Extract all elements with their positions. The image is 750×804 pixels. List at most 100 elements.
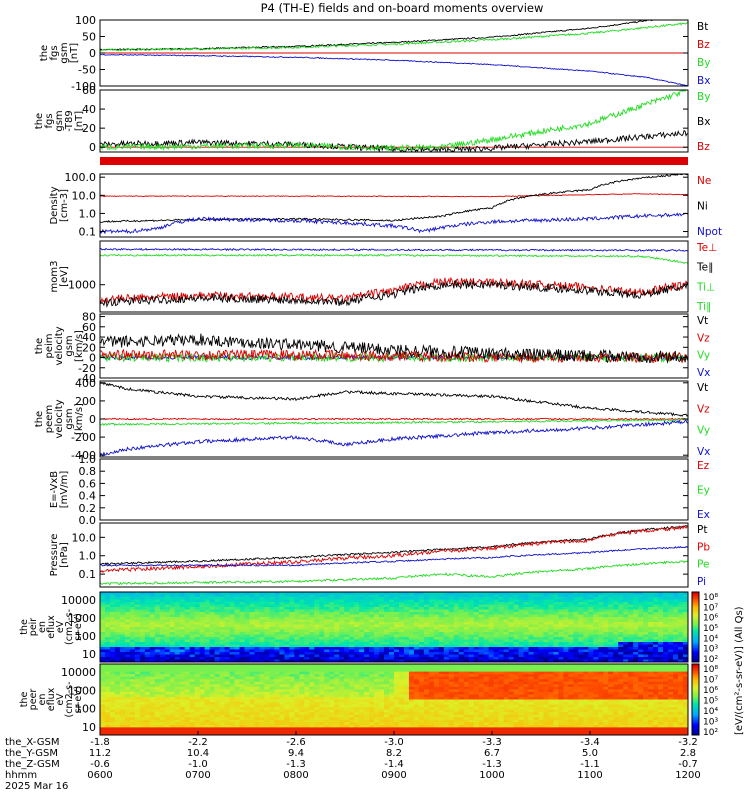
spectro-cell — [225, 620, 230, 623]
spectro-cell — [314, 620, 319, 623]
spectro-cell — [573, 645, 578, 648]
spectro-cell — [279, 657, 284, 660]
spectro-cell — [344, 720, 349, 723]
spectro-cell — [130, 667, 135, 670]
spectro-cell — [349, 712, 354, 715]
spectro-cell — [299, 627, 304, 630]
spectro-cell — [205, 687, 210, 690]
spectro-cell — [484, 600, 489, 603]
spectro-cell — [120, 595, 125, 598]
spectro-cell — [638, 642, 643, 645]
spectro-cell — [653, 645, 658, 648]
spectro-cell — [474, 620, 479, 623]
spectro-cell — [185, 645, 190, 648]
spectro-cell — [384, 627, 389, 630]
spectro-cell — [120, 635, 125, 638]
spectro-cell — [105, 672, 110, 675]
spectro-cell — [170, 647, 175, 650]
spectro-cell — [543, 622, 548, 625]
spectro-cell — [125, 615, 130, 618]
spectro-cell — [230, 652, 235, 655]
spectro-cell — [648, 635, 653, 638]
spectro-cell — [100, 657, 105, 660]
spectro-cell — [384, 620, 389, 623]
spectro-cell — [235, 625, 240, 628]
spectro-cell — [235, 705, 240, 708]
spectro-cell — [175, 605, 180, 608]
spectro-cell — [150, 637, 155, 640]
spectro-cell — [454, 655, 459, 658]
legend-Vx: Vx — [697, 367, 710, 379]
spectro-cell — [484, 657, 489, 660]
spectro-cell — [304, 600, 309, 603]
spectro-cell — [429, 655, 434, 658]
spectro-cell — [339, 607, 344, 610]
spectro-cell — [254, 597, 259, 600]
spectro-cell — [543, 627, 548, 630]
spectro-cell — [254, 625, 259, 628]
spectro-cell — [339, 679, 344, 682]
spectro-cell — [185, 600, 190, 603]
spectro-cell — [404, 617, 409, 620]
spectro-cell — [588, 622, 593, 625]
spectro-cell — [274, 657, 279, 660]
spectro-cell — [389, 640, 394, 643]
spectro-cell — [319, 642, 324, 645]
spectro-cell — [339, 674, 344, 677]
spectro-cell — [529, 612, 534, 615]
spectro-cell — [100, 645, 105, 648]
spectro-cell — [130, 595, 135, 598]
spectro-cell — [249, 730, 254, 733]
spectro-cell — [459, 652, 464, 655]
spectro-cell — [145, 717, 150, 720]
spectro-cell — [344, 657, 349, 660]
series-Vt — [100, 382, 688, 416]
spectro-cell — [489, 612, 494, 615]
spectro-cell — [249, 715, 254, 718]
series-Pe — [100, 561, 688, 585]
spectro-cell — [314, 642, 319, 645]
spectro-cell — [180, 635, 185, 638]
spectro-cell — [553, 652, 558, 655]
spectro-cell — [558, 645, 563, 648]
spectro-cell — [175, 722, 180, 725]
spectro-cell — [678, 637, 683, 640]
spectro-cell — [160, 730, 165, 733]
spectro-cell — [643, 607, 648, 610]
spectro-cell — [414, 625, 419, 628]
spectro-cell — [299, 727, 304, 730]
spectro-cell — [225, 625, 230, 628]
spectro-cell — [200, 669, 205, 672]
spectro-cell — [264, 677, 269, 680]
spectro-cell — [195, 715, 200, 718]
spectro-cell — [240, 715, 245, 718]
spectro-cell — [190, 640, 195, 643]
spectro-cell — [200, 652, 205, 655]
spectro-cell — [249, 635, 254, 638]
spectro-cell — [210, 645, 215, 648]
spectro-cell — [548, 655, 553, 658]
spectro-cell — [215, 602, 220, 605]
spectro-cell — [548, 630, 553, 633]
spectro-cell — [249, 615, 254, 618]
spectro-cell — [245, 689, 250, 692]
spectro-cell — [215, 692, 220, 695]
spectro-cell — [514, 617, 519, 620]
spectro-cell — [618, 600, 623, 603]
spectro-cell — [349, 697, 354, 700]
spectro-cell — [215, 720, 220, 723]
spectro-cell — [100, 635, 105, 638]
spectro-cell — [424, 637, 429, 640]
spectro-cell — [494, 622, 499, 625]
spectro-cell — [190, 632, 195, 635]
spectro-cell — [150, 600, 155, 603]
spectro-cell — [558, 607, 563, 610]
spectro-cell — [190, 674, 195, 677]
spectro-cell — [539, 620, 544, 623]
spectro-cell — [254, 655, 259, 658]
spectro-cell — [354, 612, 359, 615]
spectro-cell — [658, 607, 663, 610]
spectro-cell — [573, 615, 578, 618]
spectro-cell — [359, 657, 364, 660]
spectro-cell — [449, 622, 454, 625]
